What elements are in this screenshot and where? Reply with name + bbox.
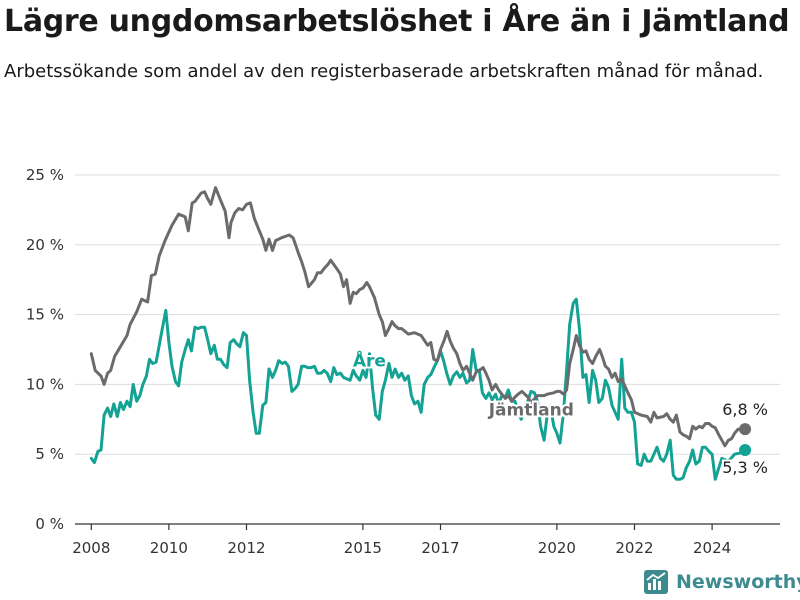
x-tick-label: 2012 — [227, 539, 265, 557]
y-axis-labels: 0 % 5 % 10 % 15 % 20 % 25 % — [26, 166, 64, 533]
x-tick-label: 2020 — [538, 539, 576, 557]
series-line-jamtland — [89, 186, 747, 448]
series-line-are — [89, 297, 747, 481]
chart-title: Lägre ungdomsarbetslöshet i Åre än i Jäm… — [4, 4, 790, 39]
newsworthy-logo-icon — [644, 570, 668, 594]
y-tick-label: 15 % — [26, 306, 64, 324]
series-label-jamtland: Jämtland — [488, 401, 574, 421]
newsworthy-logo-text: Newsworthy — [676, 571, 800, 593]
x-tick-label: 2024 — [693, 539, 731, 557]
end-point-jamtland — [739, 423, 752, 436]
series-label-are: Åre — [353, 349, 386, 372]
end-point-are — [739, 444, 752, 457]
x-tick-label: 2010 — [150, 539, 188, 557]
grid-lines — [75, 174, 780, 455]
y-tick-label: 25 % — [26, 166, 64, 184]
y-tick-label: 0 % — [35, 515, 64, 533]
x-tick-label: 2022 — [615, 539, 653, 557]
y-tick-label: 20 % — [26, 236, 64, 254]
end-label-jamtland: 6,8 % — [722, 400, 768, 419]
x-tick-label: 2015 — [344, 539, 382, 557]
x-tick-label: 2008 — [72, 539, 110, 557]
y-tick-label: 10 % — [26, 375, 64, 393]
series-lines — [89, 186, 752, 481]
y-tick-label: 5 % — [35, 445, 64, 463]
end-label-are: 5,3 % — [722, 458, 768, 477]
x-tick-label: 2017 — [421, 539, 459, 557]
x-axis: 2008 2010 2012 2015 2017 2020 2022 2024 — [72, 523, 780, 557]
series-labels: Jämtland 6,8 % Åre 5,3 % — [351, 347, 770, 479]
chart-subtitle: Arbetssökande som andel av den registerb… — [4, 61, 764, 82]
newsworthy-logo[interactable]: Newsworthy — [644, 568, 800, 596]
